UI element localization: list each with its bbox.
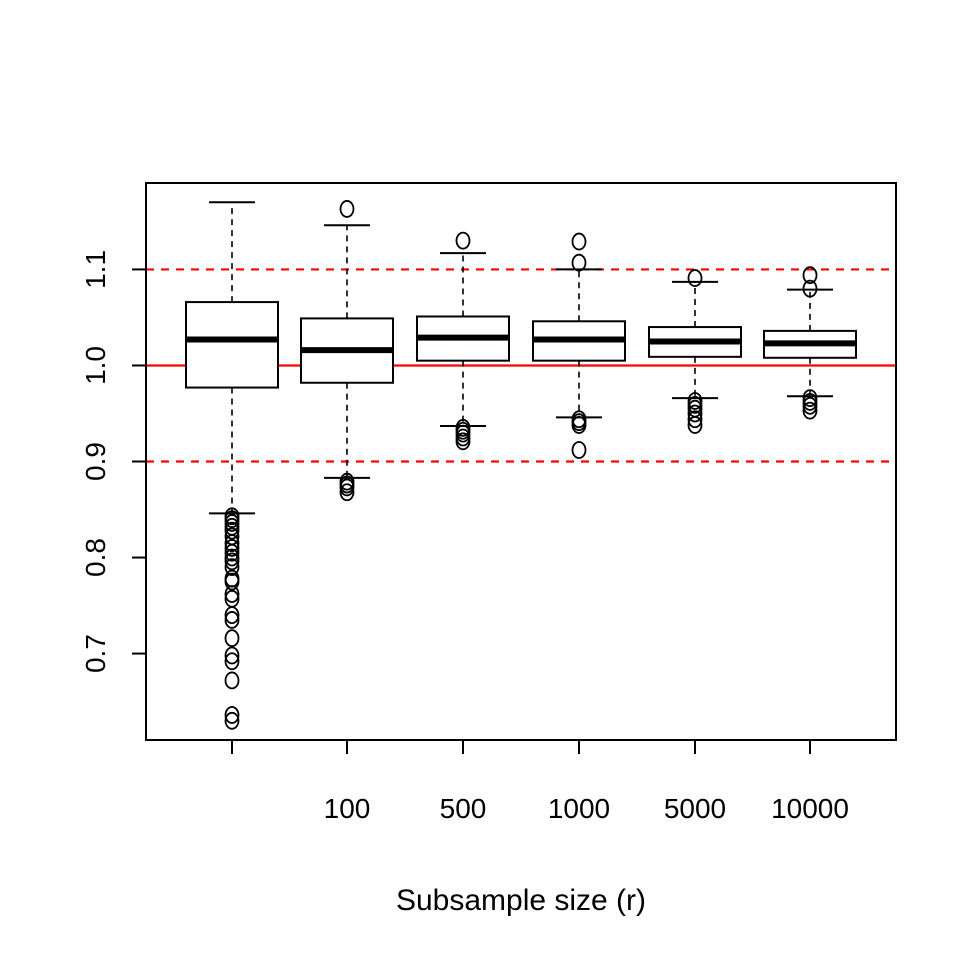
x-tick-label: 1000 [548, 793, 610, 824]
outlier-point [571, 441, 587, 459]
outlier-point [224, 652, 240, 671]
y-tick-label: 0.9 [80, 442, 111, 481]
outlier-point [687, 410, 703, 429]
y-axis: 0.7 0.8 0.9 1.0 1.1 [80, 250, 147, 673]
outlier-point [455, 432, 471, 451]
outlier-point [339, 200, 355, 218]
outlier-point [224, 611, 240, 629]
outlier-point [224, 558, 240, 577]
outlier-point [571, 232, 587, 251]
outlier-point [224, 572, 240, 591]
outlier-point [571, 416, 587, 434]
box-group [648, 269, 742, 434]
x-tick-label: 10000 [771, 793, 849, 824]
outlier-point [687, 416, 703, 434]
outlier-point [802, 396, 818, 415]
outlier-point [224, 552, 240, 571]
outlier-point [224, 521, 240, 540]
box-iqr [185, 301, 279, 389]
outlier-point [339, 478, 355, 497]
outlier-point [339, 483, 355, 502]
outlier-point [224, 629, 240, 648]
outlier-point [224, 711, 240, 730]
y-tick-label: 1.1 [80, 250, 111, 289]
outlier-point [224, 543, 240, 562]
box-group [763, 266, 857, 420]
y-tick-label: 0.7 [80, 634, 111, 673]
box-group [532, 232, 626, 459]
outlier-point [687, 404, 703, 423]
x-axis-title: Subsample size (r) [396, 884, 646, 917]
y-tick-label: 1.0 [80, 346, 111, 385]
box-group [300, 200, 394, 502]
x-tick-label: 500 [440, 793, 487, 824]
x-axis: 100 500 1000 5000 10000 [231, 739, 849, 824]
outlier-point [802, 279, 818, 298]
x-tick-label: 100 [324, 793, 371, 824]
outlier-point [224, 539, 240, 557]
outlier-point [224, 671, 240, 690]
outlier-point [224, 646, 240, 665]
outlier-point [802, 266, 818, 285]
outlier-point [224, 706, 240, 724]
outlier-point [224, 585, 240, 603]
outlier-point [571, 253, 587, 272]
box-group [185, 201, 279, 730]
outlier-point [224, 534, 240, 553]
outlier-point [224, 606, 240, 625]
outlier-point [687, 269, 703, 287]
boxes-layer [185, 200, 857, 730]
x-tick-label: 5000 [664, 793, 726, 824]
y-tick-label: 0.8 [80, 538, 111, 577]
outlier-point [455, 231, 471, 250]
box-group [416, 231, 510, 451]
outlier-point [802, 401, 818, 420]
